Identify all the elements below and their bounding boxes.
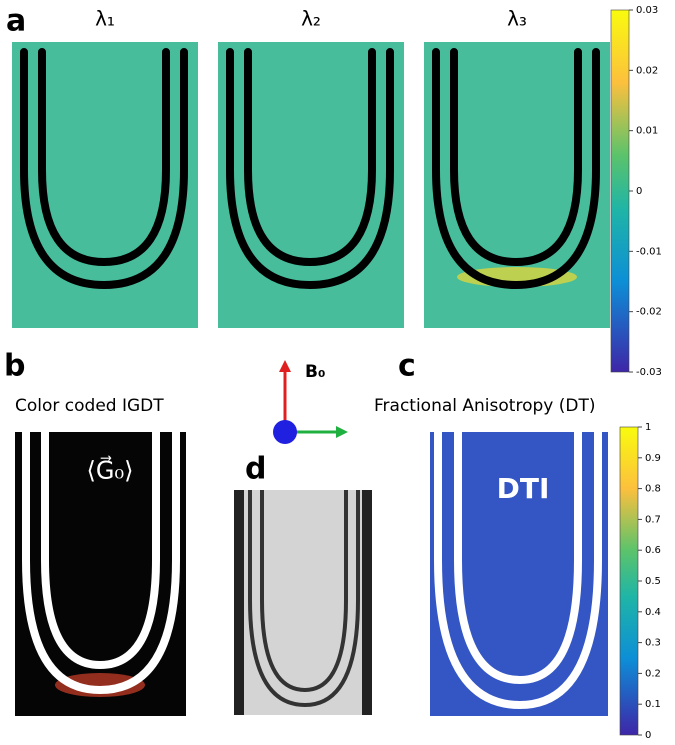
tick-label: 0.4	[645, 607, 661, 618]
tube-outline	[434, 432, 602, 710]
tube-outline	[20, 48, 188, 290]
tick-label: 1	[645, 422, 651, 433]
subplot-title: λ₁	[95, 7, 115, 31]
edge	[362, 490, 372, 715]
tick-label: 0.02	[636, 65, 658, 76]
field-label: B₀	[305, 362, 325, 382]
panel-title: Fractional Anisotropy (DT)	[374, 396, 595, 416]
panel-label: a	[6, 4, 26, 39]
tick-label: 0.3	[645, 638, 661, 649]
annotation: ⟨G⃗₀⟩	[87, 455, 134, 484]
tick-label: 0.9	[645, 453, 661, 464]
panel-label: b	[4, 349, 25, 384]
tick-label: 0.03	[636, 5, 658, 16]
subplot-title: λ₂	[301, 7, 321, 31]
tick-label: 0.2	[645, 668, 661, 679]
tube-outline	[432, 48, 600, 290]
arrow-head	[279, 360, 291, 372]
tube-outline	[226, 48, 394, 290]
hotspot	[55, 673, 145, 697]
arrow-head	[336, 426, 348, 438]
content: a b Color coded IGDT c Fractional Anisot…	[4, 4, 608, 716]
tick-label: 0.7	[645, 514, 661, 525]
tick-label: 0.8	[645, 484, 661, 495]
tick-label: 0.1	[645, 699, 661, 710]
z-axis	[273, 420, 297, 444]
tick-label: -0.01	[636, 246, 662, 257]
tick-label: -0.03	[636, 367, 662, 378]
panel-label: d	[245, 452, 266, 487]
colorbar	[610, 9, 630, 373]
inset-label: DTI	[497, 472, 550, 505]
tick-label: -0.02	[636, 307, 662, 318]
tick-label: 0.01	[636, 126, 658, 137]
tick-label: 0.6	[645, 545, 661, 556]
tick-label: 0	[636, 186, 642, 197]
tick-label: 0	[645, 730, 651, 741]
subplot-title: λ₃	[507, 7, 527, 31]
panel-label: c	[398, 349, 416, 384]
colorbar	[619, 426, 639, 736]
tube-outline	[248, 490, 360, 708]
mri-image	[234, 490, 372, 715]
edge	[234, 490, 244, 715]
tube-outline	[22, 432, 180, 695]
tick-label: 0.5	[645, 576, 661, 587]
panel-title: Color coded IGDT	[15, 396, 164, 416]
